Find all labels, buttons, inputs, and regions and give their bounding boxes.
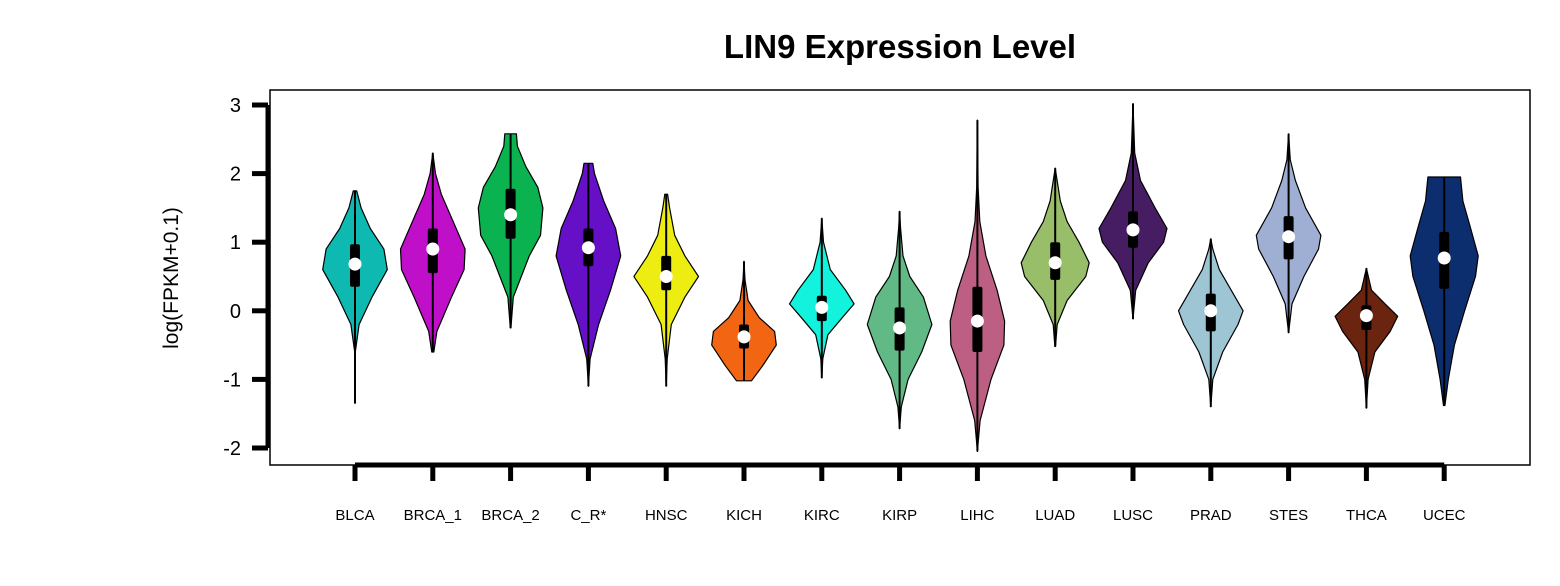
x-tick-label: LUSC <box>1113 507 1153 524</box>
y-tick-label: 3 <box>230 95 241 117</box>
x-tick-label: THCA <box>1346 507 1387 524</box>
x-tick-label: BRCA_1 <box>404 507 462 524</box>
violin-luad <box>1020 167 1090 348</box>
y-tick-label: -2 <box>223 438 241 460</box>
violin-median-point <box>426 242 440 256</box>
x-axis: BLCA BRCA_1 BRCA_2 C_R* HNSC KICH KIRC KIRP LIHC… <box>335 462 1466 524</box>
y-tick-label: 2 <box>230 164 241 186</box>
violin-median-point <box>581 241 595 255</box>
violin-median-point <box>348 257 362 271</box>
x-tick-label: C_R* <box>570 507 606 524</box>
violin-kich <box>711 260 777 382</box>
x-tick-label: KICH <box>726 507 762 524</box>
violin-median-point <box>504 208 518 222</box>
violin-median-point <box>659 270 673 283</box>
x-tick-label: BLCA <box>335 507 374 524</box>
x-tick-label: UCEC <box>1423 507 1466 524</box>
y-axis: -2 -1 0 1 2 3 <box>223 95 271 460</box>
y-tick-label: 0 <box>230 301 241 323</box>
violin-prad <box>1177 238 1244 408</box>
x-tick-label: PRAD <box>1190 507 1232 524</box>
x-tick-label: STES <box>1269 507 1308 524</box>
violin-median-point <box>737 330 751 344</box>
violin-lihc <box>949 119 1006 452</box>
violin-brca-2 <box>477 133 544 329</box>
x-tick-label: BRCA_2 <box>481 507 539 524</box>
violin-median-point <box>1204 304 1218 318</box>
violin-median-point <box>893 321 907 335</box>
y-tick-label: -1 <box>223 369 241 391</box>
violin-median-point <box>1126 223 1140 237</box>
x-tick-label: LIHC <box>960 507 994 524</box>
violin-thca <box>1334 267 1399 409</box>
x-tick-label: KIRC <box>804 507 840 524</box>
violin-median-point <box>815 300 829 314</box>
violin-median-point <box>970 314 984 328</box>
violin-hnsc <box>633 193 700 387</box>
violin-median-point <box>1048 256 1062 270</box>
y-tick-label: 1 <box>230 232 241 254</box>
x-tick-label: HNSC <box>645 507 688 524</box>
violin-kirp <box>866 210 933 430</box>
chart-title: LIN9 Expression Level <box>724 28 1076 65</box>
violin-c-r- <box>555 162 622 387</box>
x-tick-label: KIRP <box>882 507 917 524</box>
violin-lusc <box>1098 103 1168 320</box>
y-axis-label: log(FPKM+0.1) <box>160 207 183 349</box>
violin-median-point <box>1282 230 1296 244</box>
violins <box>322 103 1479 452</box>
violin-median-point <box>1437 251 1451 265</box>
violin-blca <box>322 190 388 404</box>
violin-stes <box>1255 133 1322 334</box>
violin-kirc <box>788 217 855 379</box>
violin-ucec <box>1409 176 1479 407</box>
violin-median-point <box>1359 309 1373 323</box>
violin-brca-1 <box>399 152 466 353</box>
x-tick-label: LUAD <box>1035 507 1075 524</box>
